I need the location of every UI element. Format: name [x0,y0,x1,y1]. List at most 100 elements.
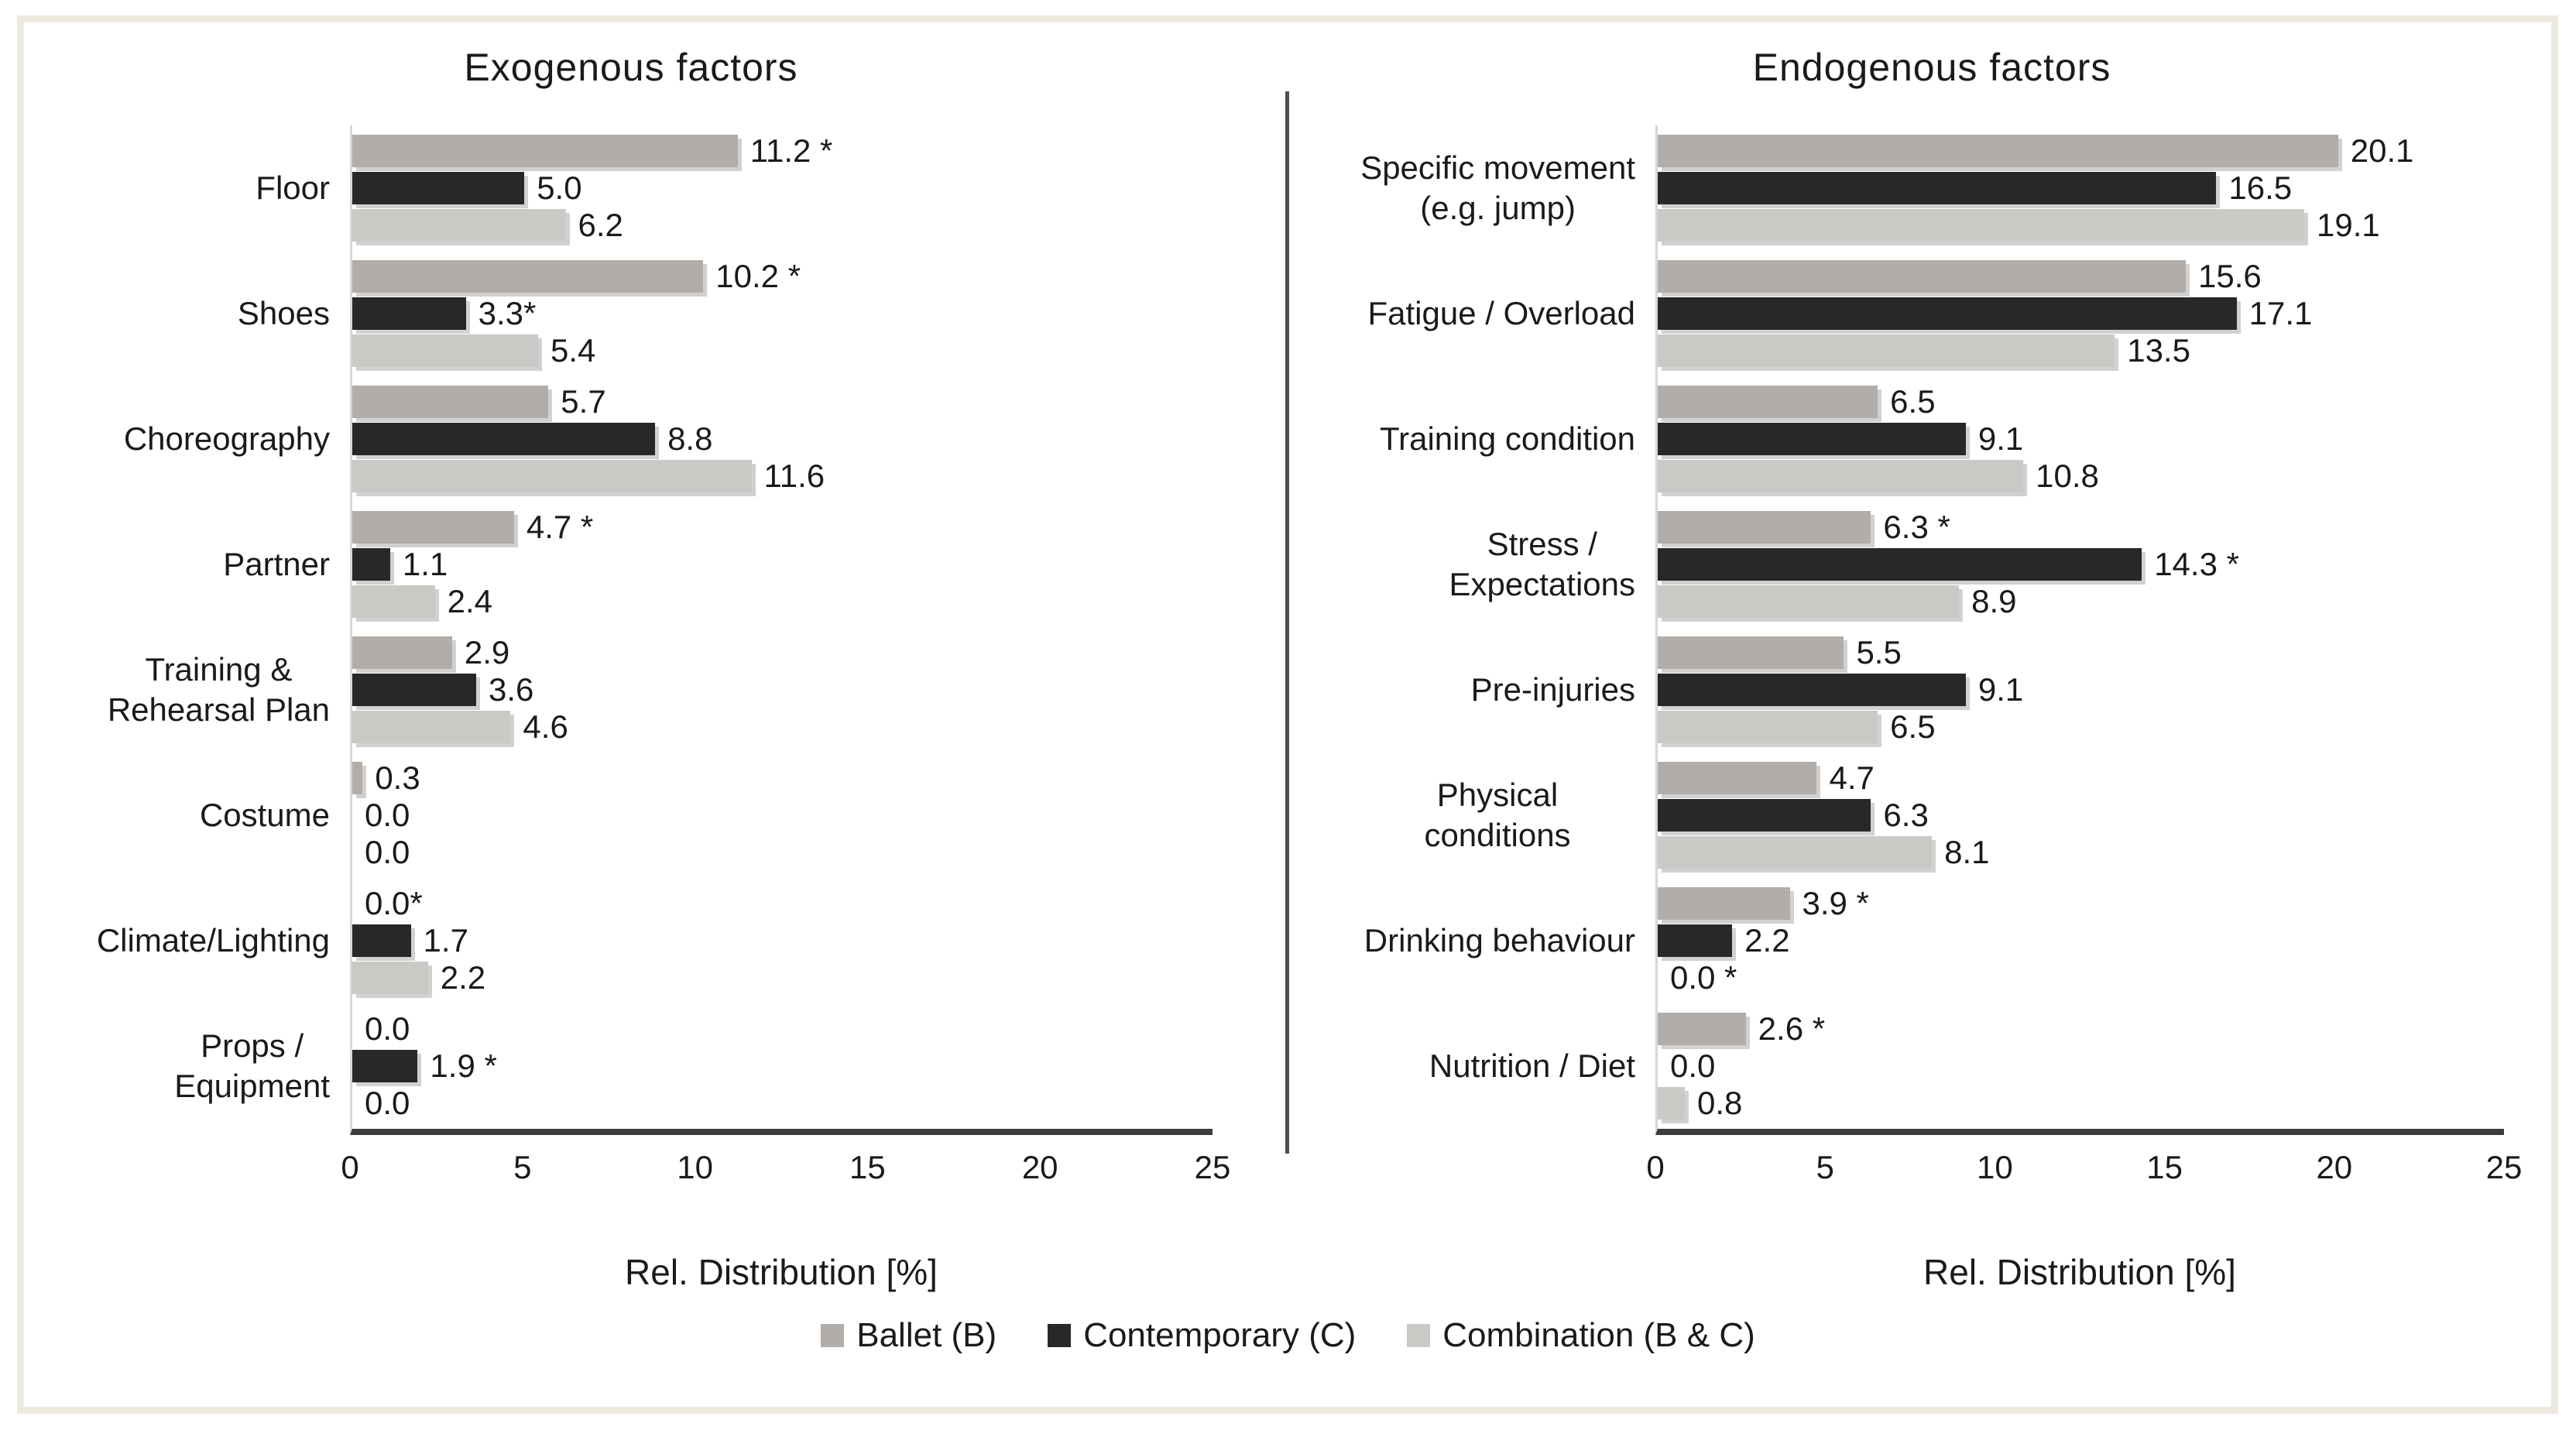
bar-ballet-b [1658,762,1817,794]
plot-area: 11.2 * 5.0 6.2 10.2 * 3.3* 5.4 5.7 8.8 11.6 4.7 *… [350,125,1213,1135]
plot-column: 20.1 16.5 19.1 15.6 17.1 13.5 6.5 9.1 10.8 6.3 * 1… [1646,125,2522,1293]
bar-row: 13.5 [1658,332,2504,369]
bar-value-label: 6.5 [1890,708,1936,745]
bar-contemporary-c [1658,172,2217,204]
chart-title-endogenous: Endogenous factors [1752,46,2111,89]
category-label-text: Partner [223,545,330,582]
category-label: Training condition [1360,376,1655,502]
category-label: Shoes [50,251,350,376]
bar-group: 4.7 6.3 8.1 [1658,753,2504,878]
bar-contemporary-c [352,924,411,957]
bar-value-label: 15.6 [2198,258,2262,294]
bar-row: 0.0 * [1658,959,2504,996]
bar-group: 5.5 9.1 6.5 [1658,627,2504,753]
category-label: Partner [50,502,350,627]
bar-combination-b-c [352,460,752,492]
bar-combination-b-c [352,962,428,994]
bar-value-label: 0.8 [1696,1085,1743,1121]
bar-group: 0.3 0.0 0.0 [352,753,1213,878]
category-label: Nutrition / Diet [1360,1003,1655,1129]
legend-swatch [821,1324,845,1347]
chart-body: Specific movement (e.g. jump) Fatigue / O… [1360,125,2522,1293]
legend-item: Contemporary (C) [1048,1316,1356,1355]
bar-combination-b-c [352,711,511,743]
bar-ballet-b [1658,887,1790,920]
exogenous-chart-panel: Exogenous factors Floor Shoes Choreography… [50,45,1231,1293]
bar-value-label: 4.7 * [526,509,594,545]
bar-contemporary-c [352,548,390,581]
category-label-text: Drinking behaviour [1363,921,1635,958]
x-tick-label: 25 [2485,1149,2523,1185]
bar-group: 5.7 8.8 11.6 [352,376,1213,502]
bar-row: 11.2 * [352,132,1213,169]
bar-value-label: 17.1 [2248,295,2313,331]
bar-group: 6.3 * 14.3 * 8.9 [1658,502,2504,627]
bar-row: 2.4 [352,583,1213,619]
bar-ballet-b [352,135,738,167]
category-label-text: Choreography [123,420,330,457]
bar-group: 2.6 * 0.0 0.8 [1658,1003,2504,1129]
bar-group: 10.2 * 3.3* 5.4 [352,251,1213,376]
legend-item: Combination (B & C) [1407,1316,1755,1355]
x-tick-label: 15 [2146,1149,2183,1185]
category-label-text: Specific movement (e.g. jump) [1360,149,1635,227]
bar-combination-b-c [1658,836,1933,869]
category-label: Props / Equipment [50,1003,350,1129]
bar-value-label: 6.3 [1883,797,1929,833]
bar-row: 19.1 [1658,207,2504,243]
bar-ballet-b [1658,260,2187,293]
bar-ballet-b [352,260,704,293]
bar-value-label: 1.1 [402,546,448,582]
bar-value-label: 9.1 [1977,420,2024,457]
bar-group: 0.0* 1.7 2.2 [352,878,1213,1003]
x-tick-label: 0 [1646,1149,1665,1185]
bar-row: 0.0 [352,1010,1213,1047]
bar-value-label: 0.0 [365,1010,410,1047]
bar-row: 6.5 [1658,383,2504,420]
bar-value-label: 0.0 [365,834,410,870]
bar-value-label: 13.5 [2127,332,2190,369]
bar-row: 5.5 [1658,634,2504,670]
legend-label: Ballet (B) [856,1316,997,1354]
category-label-text: Nutrition / Diet [1429,1047,1635,1084]
bar-value-label: 6.3 * [1883,509,1950,545]
bar-group: 0.0 1.9 * 0.0 [352,1003,1213,1129]
category-label: Pre-injuries [1360,627,1655,753]
bar-row: 8.9 [1658,583,2504,619]
bar-contemporary-c [1658,548,2142,581]
bar-row: 15.6 [1658,258,2504,294]
category-label-text: Props / Equipment [174,1027,330,1105]
bar-value-label: 19.1 [2317,207,2380,243]
bar-value-label: 6.5 [1890,383,1936,420]
x-tick-label: 15 [849,1149,886,1185]
bar-combination-b-c [352,334,538,367]
bar-combination-b-c [1658,334,2115,367]
bar-row: 10.2 * [352,258,1213,294]
bar-row: 6.5 [1658,708,2504,745]
chart-title-exogenous: Exogenous factors [464,46,798,89]
bar-value-label: 11.2 * [749,132,833,169]
bar-row: 2.2 [1658,922,2504,958]
x-tick-label: 20 [2316,1149,2353,1185]
bar-row: 3.3* [352,295,1213,331]
bar-value-label: 20.1 [2350,132,2414,169]
bar-row: 14.3 * [1658,546,2504,582]
bar-row: 0.0* [352,885,1213,921]
bar-contemporary-c [352,423,656,455]
bar-value-label: 5.0 [537,170,582,206]
bar-row: 2.9 [352,634,1213,670]
bar-row: 4.7 [1658,760,2504,796]
bar-value-label: 16.5 [2228,170,2293,206]
x-axis-ticks: 0 5 10 15 20 25 [341,1149,1230,1195]
plot-column: 11.2 * 5.0 6.2 10.2 * 3.3* 5.4 5.7 8.8 11.6 4.7 *… [341,125,1230,1293]
bar-value-label: 2.2 [1744,922,1790,958]
category-label: Costume [50,753,350,878]
category-label: Physical conditions [1360,753,1655,878]
bar-ballet-b [1658,511,1871,544]
category-label-text: Costume [199,796,330,833]
bar-ballet-b [1658,1013,1746,1045]
bar-group: 3.9 * 2.2 0.0 * [1658,878,2504,1003]
x-axis-label: Rel. Distribution [%] [1923,1252,2236,1292]
category-label-text: Training & Rehearsal Plan [107,650,330,729]
